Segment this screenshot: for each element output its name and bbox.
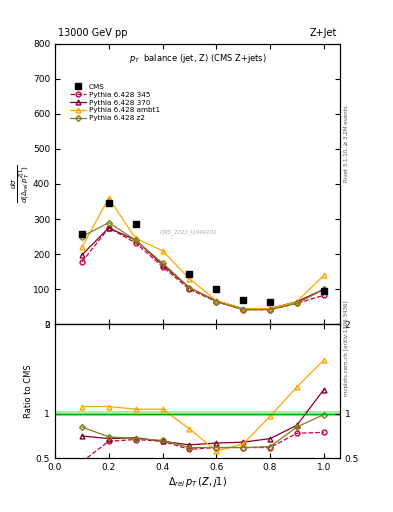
Y-axis label: $\frac{d\sigma}{d(\Delta_{rel}\,p_T^{Zj1})}$: $\frac{d\sigma}{d(\Delta_{rel}\,p_T^{Zj1… bbox=[9, 165, 31, 203]
Text: mcplots.cern.ch [arXiv:1306.3436]: mcplots.cern.ch [arXiv:1306.3436] bbox=[344, 301, 349, 396]
Text: CMS_2021_I1999191: CMS_2021_I1999191 bbox=[160, 229, 218, 234]
Text: Rivet 3.1.10, ≥ 3.2M events: Rivet 3.1.10, ≥ 3.2M events bbox=[344, 105, 349, 182]
Y-axis label: Ratio to CMS: Ratio to CMS bbox=[24, 365, 33, 418]
Legend: CMS, Pythia 6.428 345, Pythia 6.428 370, Pythia 6.428 ambt1, Pythia 6.428 z2: CMS, Pythia 6.428 345, Pythia 6.428 370,… bbox=[67, 81, 163, 124]
Text: $p_T$  balance (jet, Z) (CMS Z+jets): $p_T$ balance (jet, Z) (CMS Z+jets) bbox=[129, 52, 266, 65]
Text: 13000 GeV pp: 13000 GeV pp bbox=[58, 28, 127, 38]
X-axis label: $\Delta_{rel}\,p_T\,(Z,j1)$: $\Delta_{rel}\,p_T\,(Z,j1)$ bbox=[168, 475, 227, 489]
Text: Z+Jet: Z+Jet bbox=[310, 28, 337, 38]
Bar bbox=[55, 411, 340, 416]
